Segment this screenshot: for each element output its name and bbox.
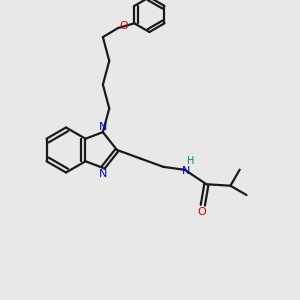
Text: H: H <box>187 156 194 167</box>
Text: O: O <box>197 207 206 217</box>
Text: N: N <box>99 169 107 179</box>
Text: N: N <box>182 166 190 176</box>
Text: O: O <box>119 21 128 31</box>
Text: N: N <box>99 122 107 132</box>
